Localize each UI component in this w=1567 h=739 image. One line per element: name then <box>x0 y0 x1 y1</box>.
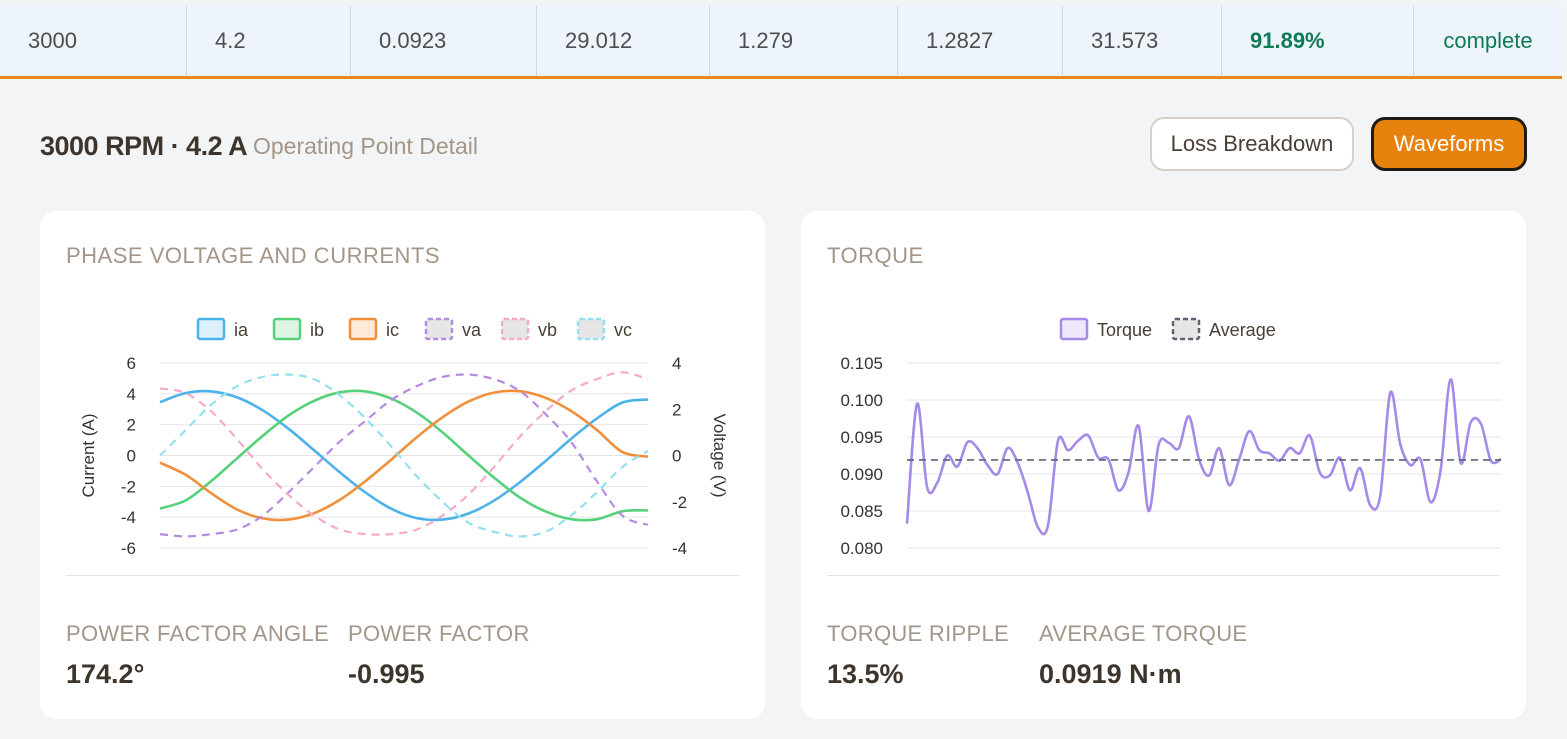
y2-tick-label: 2 <box>672 400 681 419</box>
series-line-vb <box>159 371 649 536</box>
y-tick-label: 0 <box>127 447 136 466</box>
legend-label-ia: ia <box>234 320 249 340</box>
torque-chart-card: TORQUE Torque Average 0.105 0.100 0.095 0.090… <box>801 211 1526 719</box>
legend-swatch-ia <box>196 317 226 341</box>
table-cell-loss-b: 1.2827 <box>898 6 1063 76</box>
results-table-row[interactable]: 3000 4.2 0.0923 29.012 1.279 1.2827 31.5… <box>0 6 1562 79</box>
y2-tick-label: 4 <box>672 354 681 373</box>
table-cell-speed: 3000 <box>0 6 187 76</box>
y2-tick-label: 0 <box>672 447 681 466</box>
y-tick-label: -6 <box>121 539 136 558</box>
table-cell-power: 29.012 <box>537 6 710 76</box>
average-torque-label: AVERAGE TORQUE <box>1039 621 1248 646</box>
operating-point-detail: 3000 RPM · 4.2 A Operating Point Detail … <box>3 79 1562 739</box>
table-cell-efficiency: 91.89% <box>1222 6 1414 76</box>
legend-label-Torque: Torque <box>1097 320 1152 340</box>
y2-tick-label: -2 <box>672 493 687 512</box>
y-tick-label: -4 <box>121 508 136 527</box>
legend-swatch-va <box>424 317 454 341</box>
average-torque-value: 0.0919 N·m <box>1039 659 1182 689</box>
legend-swatch-ic <box>348 317 378 341</box>
table-cell-torque: 0.0923 <box>351 6 537 76</box>
card-divider <box>66 575 739 576</box>
legend-label-vb: vb <box>538 320 557 340</box>
legend-label-va: va <box>462 320 482 340</box>
torque-ripple-label: TORQUE RIPPLE <box>827 621 1009 646</box>
y-tick-label: -2 <box>121 477 136 496</box>
waveforms-button[interactable]: Waveforms <box>1371 117 1527 171</box>
power-factor-angle-value: 174.2° <box>66 659 145 689</box>
series-line-ic <box>159 389 649 522</box>
y2-tick-label: -4 <box>672 539 687 558</box>
legend-label-Average: Average <box>1209 320 1276 340</box>
legend-swatch-vb <box>500 317 530 341</box>
torque-chart: Torque Average 0.105 0.100 0.095 0.090 0.085 0.… <box>840 317 1502 558</box>
legend-swatch-Torque <box>1059 317 1089 341</box>
y-tick-label: 0.080 <box>840 539 883 558</box>
power-factor-angle-label: POWER FACTOR ANGLE <box>66 621 329 646</box>
phase-chart: ia ib ic va vb vc 6 4 2 0 -2 -4 -6 4 2 0 -2 -4 Current (A)… <box>79 317 729 558</box>
table-cell-current: 4.2 <box>187 6 351 76</box>
y-tick-label: 2 <box>127 416 136 435</box>
y-tick-label: 6 <box>127 354 136 373</box>
detail-title: 3000 RPM · 4.2 A <box>40 131 248 161</box>
torque-card-title: TORQUE <box>827 243 924 268</box>
phase-chart-card: PHASE VOLTAGE AND CURRENTS ia ib ic va vb vc 6… <box>40 211 765 719</box>
phase-card-title: PHASE VOLTAGE AND CURRENTS <box>66 243 441 268</box>
table-cell-input: 31.573 <box>1063 6 1222 76</box>
series-line-va <box>159 373 649 538</box>
y-tick-label: 0.105 <box>840 354 883 373</box>
y-tick-label: 0.100 <box>840 391 883 410</box>
legend-swatch-Average <box>1171 317 1201 341</box>
legend-label-ib: ib <box>310 320 324 340</box>
legend-label-ic: ic <box>386 320 399 340</box>
legend-label-vc: vc <box>614 320 632 340</box>
series-line-ib <box>159 389 649 522</box>
torque-ripple-value: 13.5% <box>827 659 904 689</box>
legend-swatch-ib <box>272 317 302 341</box>
series-line-ia <box>159 389 649 522</box>
table-cell-loss-a: 1.279 <box>710 6 898 76</box>
detail-subtitle: Operating Point Detail <box>253 133 479 159</box>
power-factor-label: POWER FACTOR <box>348 621 530 646</box>
legend-swatch-vc <box>576 317 606 341</box>
y-tick-label: 0.095 <box>840 428 883 447</box>
loss-breakdown-button[interactable]: Loss Breakdown <box>1150 117 1354 171</box>
series-line-torque <box>905 377 1502 536</box>
power-factor-value: -0.995 <box>348 659 425 689</box>
y-tick-label: 4 <box>127 385 136 404</box>
card-divider <box>827 575 1500 576</box>
y-tick-label: 0.090 <box>840 465 883 484</box>
y-tick-label: 0.085 <box>840 502 883 521</box>
y2-axis-label: Voltage (V) <box>710 413 729 497</box>
y-axis-label: Current (A) <box>79 413 98 497</box>
table-cell-status: complete <box>1443 28 1533 53</box>
